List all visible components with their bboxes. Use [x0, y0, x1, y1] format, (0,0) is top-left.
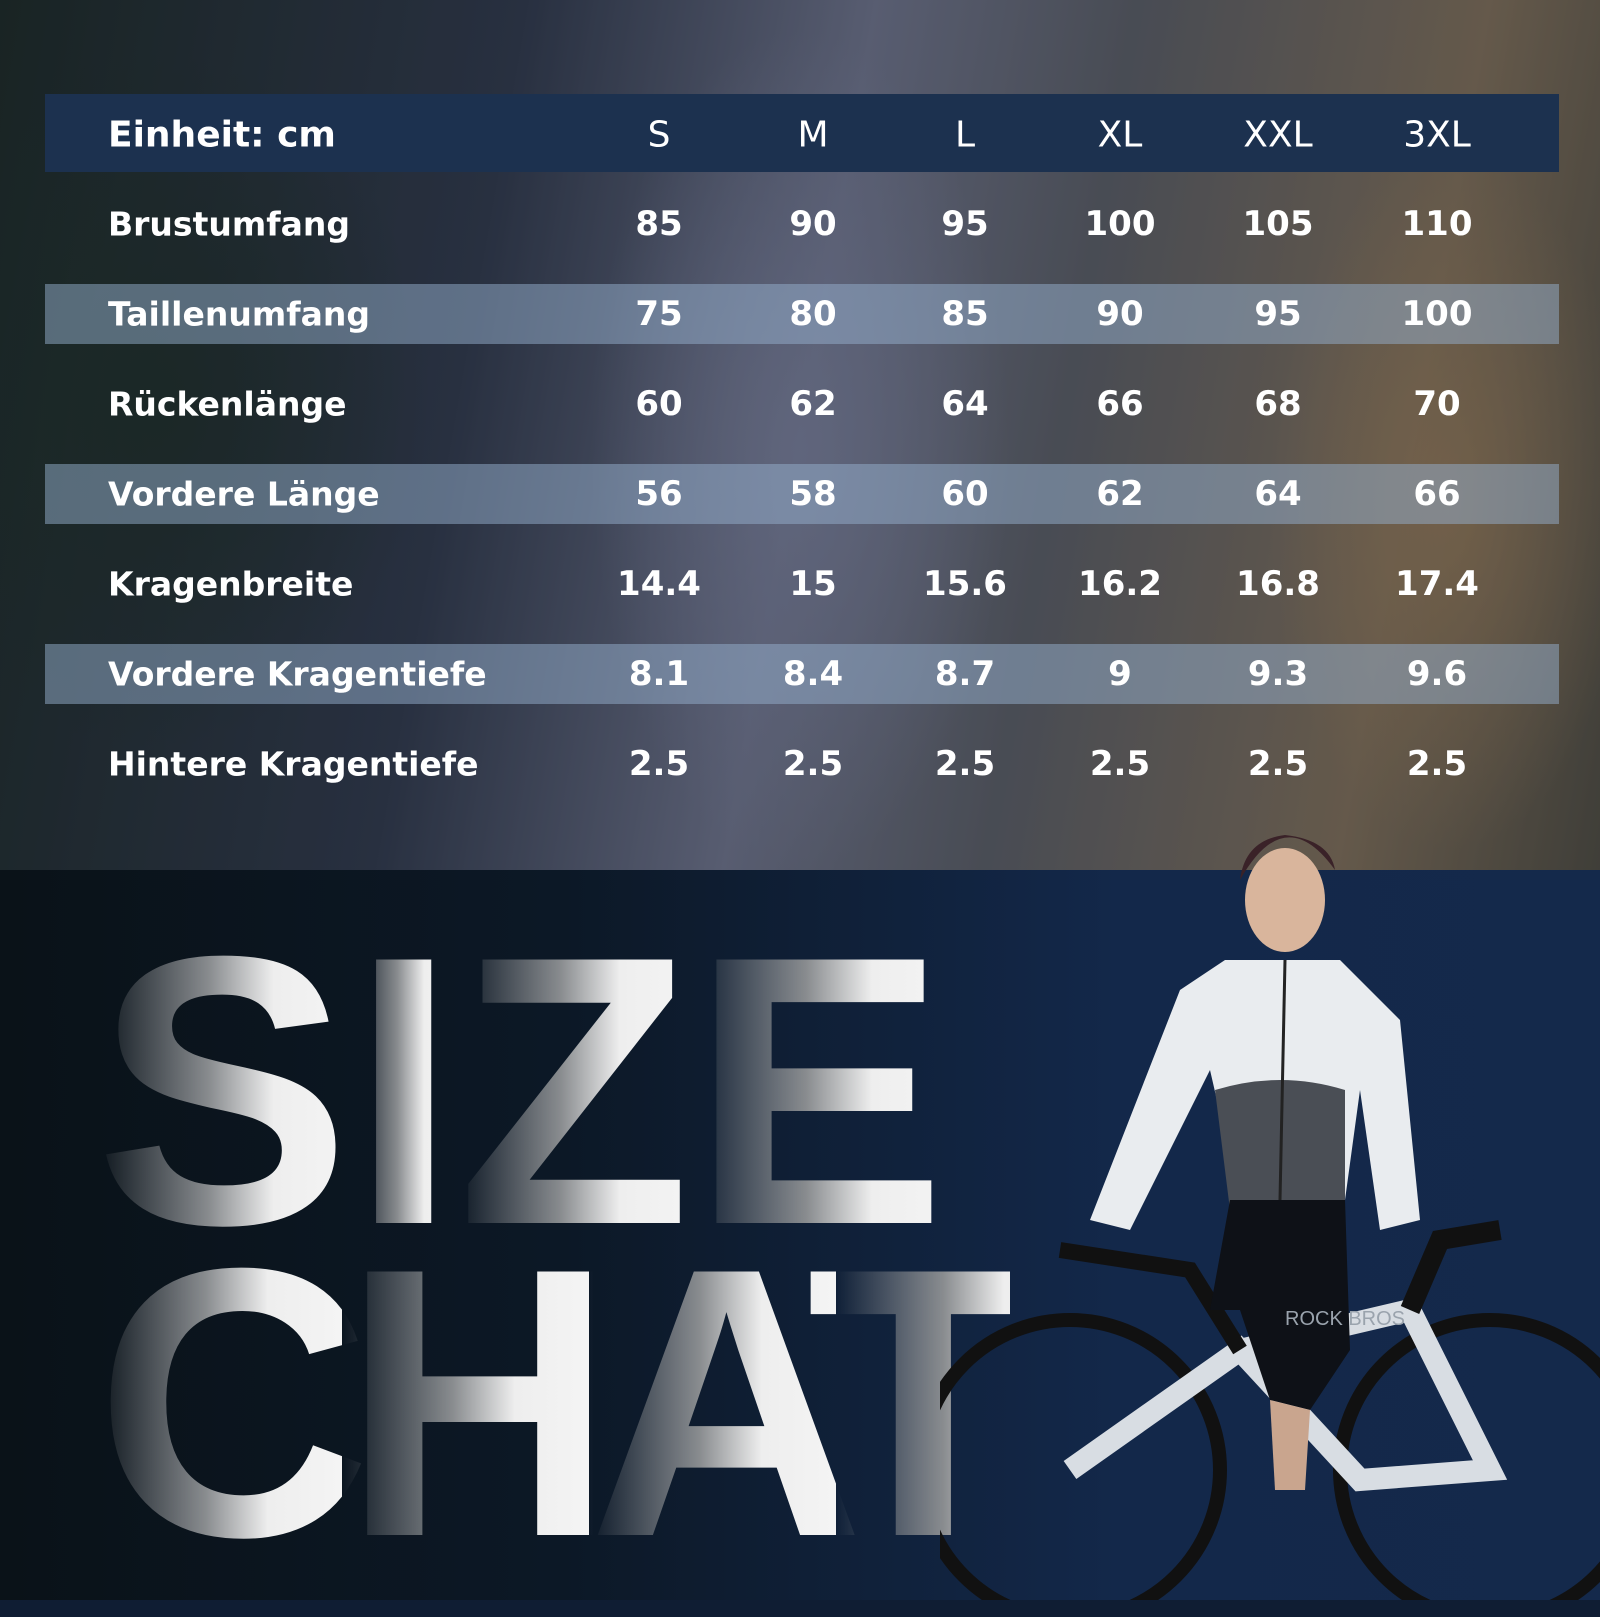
- table-cell: 2.5: [628, 744, 690, 784]
- brand-logo: ROCK BROS: [1285, 1308, 1405, 1330]
- table-cell: 2.5: [1089, 744, 1151, 784]
- row-stripe: [45, 644, 1559, 704]
- size-header: XXL: [1243, 114, 1313, 156]
- table-cell: 70: [1413, 384, 1461, 424]
- size-header: L: [954, 114, 976, 156]
- table-cell: 2.5: [782, 744, 844, 784]
- table-cell: 16.2: [1078, 564, 1162, 604]
- size-title-line2: CHAT: [95, 1189, 1011, 1617]
- size-header: XL: [1097, 114, 1143, 156]
- table-cell: 80: [789, 294, 837, 334]
- table-cell: 2.5: [1406, 744, 1468, 784]
- table-cell: 60: [635, 384, 683, 424]
- table-cell: 15.6: [923, 564, 1007, 604]
- table-cell: 8.1: [628, 654, 690, 694]
- table-cell: 95: [1254, 294, 1302, 334]
- table-cell: 105: [1242, 204, 1314, 244]
- table-cell: 95: [941, 204, 989, 244]
- cyclist: [1090, 835, 1420, 1490]
- unit-label: Einheit: cm: [108, 114, 336, 156]
- table-cell: 9.3: [1247, 654, 1309, 694]
- table-cell: 8.7: [934, 654, 996, 694]
- size-header: S: [647, 114, 671, 156]
- table-cell: 58: [789, 474, 837, 514]
- table-cell: 85: [941, 294, 989, 334]
- table-cell: 100: [1401, 294, 1473, 334]
- table-cell: 62: [789, 384, 837, 424]
- table-cell: 100: [1084, 204, 1156, 244]
- size-header: 3XL: [1403, 114, 1471, 156]
- row-label: Hintere Kragentiefe: [108, 744, 479, 784]
- row-stripe: [45, 464, 1559, 524]
- table-cell: 8.4: [782, 654, 844, 694]
- table-cell: 90: [789, 204, 837, 244]
- table-header-bar: [45, 94, 1559, 172]
- row-label: Vordere Kragentiefe: [108, 654, 487, 694]
- row-label: Kragenbreite: [108, 564, 354, 604]
- table-cell: 9.6: [1406, 654, 1468, 694]
- table-cell: 90: [1096, 294, 1144, 334]
- table-cell: 16.8: [1236, 564, 1320, 604]
- row-stripe: [45, 284, 1559, 344]
- table-cell: 62: [1096, 474, 1144, 514]
- table-cell: 66: [1413, 474, 1461, 514]
- row-label: Vordere Länge: [108, 474, 380, 514]
- table-cell: 14.4: [617, 564, 701, 604]
- table-cell: 2.5: [1247, 744, 1309, 784]
- table-cell: 9: [1108, 654, 1132, 694]
- row-label: Brustumfang: [108, 204, 350, 244]
- table-cell: 56: [635, 474, 683, 514]
- table-cell: 64: [1254, 474, 1302, 514]
- table-cell: 68: [1254, 384, 1302, 424]
- cyclist-photo: ROCK BROS: [940, 835, 1600, 1600]
- table-cell: 110: [1401, 204, 1473, 244]
- table-cell: 85: [635, 204, 683, 244]
- table-cell: 15: [789, 564, 837, 604]
- table-cell: 2.5: [934, 744, 996, 784]
- table-cell: 66: [1096, 384, 1144, 424]
- table-cell: 60: [941, 474, 989, 514]
- row-label: Rückenlänge: [108, 384, 347, 424]
- size-header: M: [797, 114, 829, 156]
- table-cell: 17.4: [1395, 564, 1479, 604]
- bicycle: [940, 1220, 1600, 1600]
- table-cell: 75: [635, 294, 683, 334]
- row-label: Taillenumfang: [108, 294, 370, 334]
- table-cell: 64: [941, 384, 989, 424]
